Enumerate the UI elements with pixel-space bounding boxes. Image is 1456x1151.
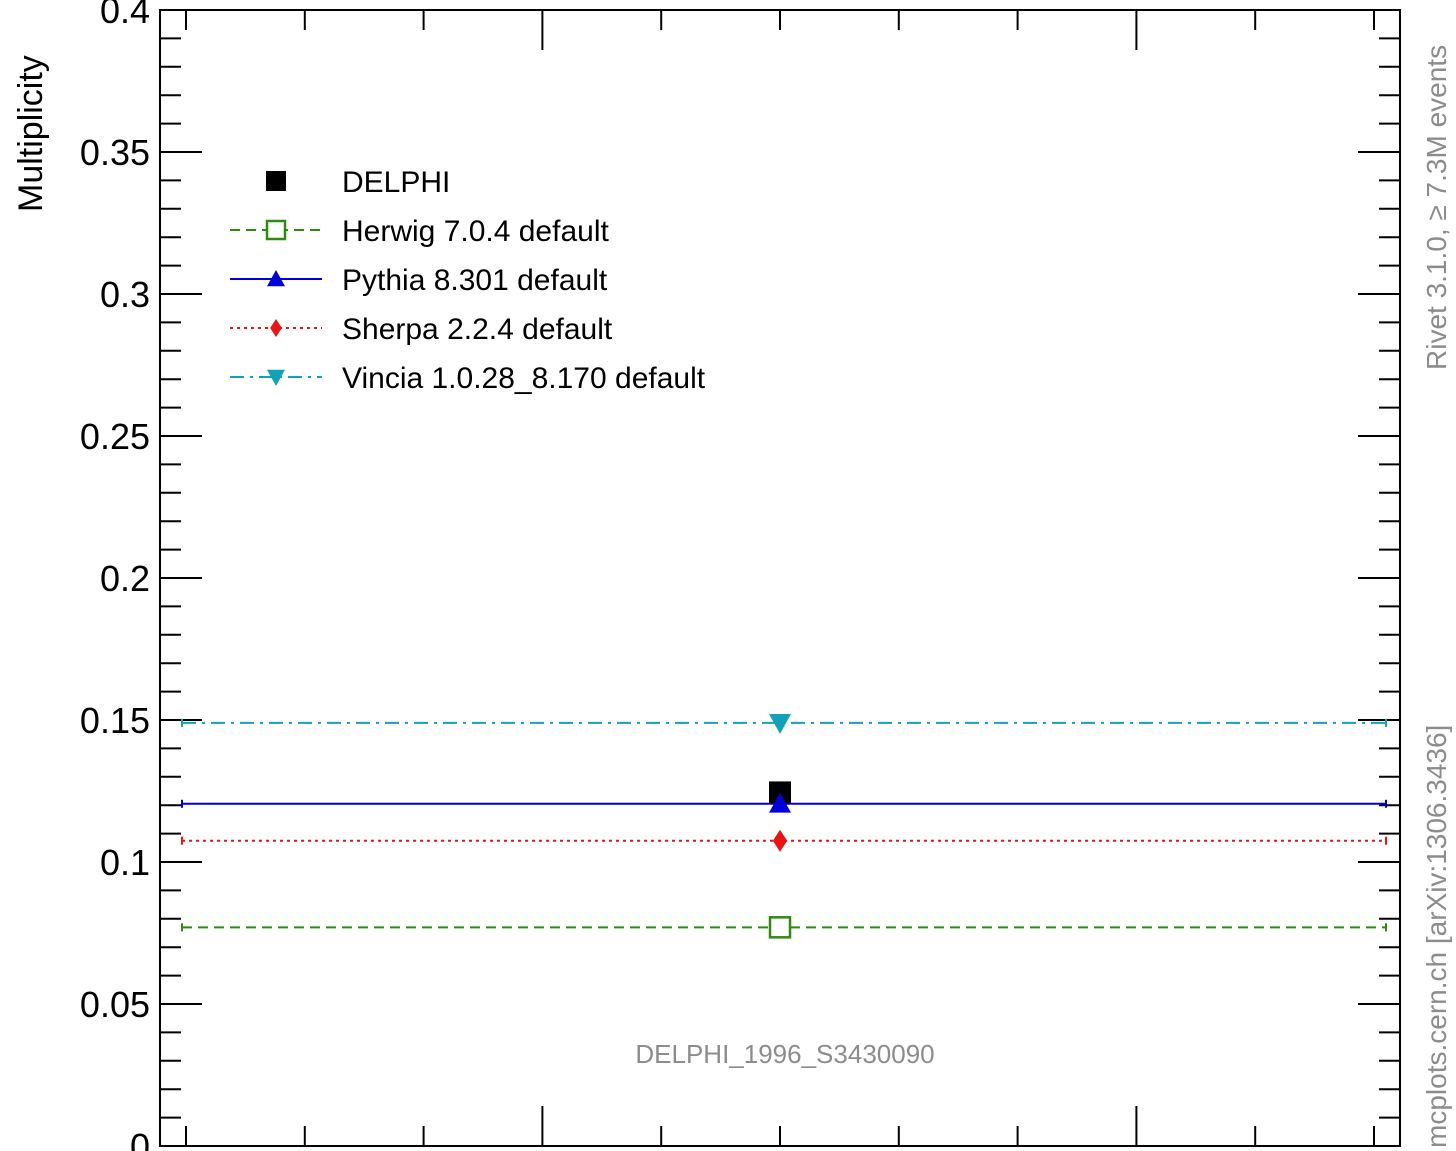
legend-label: DELPHI bbox=[342, 166, 450, 199]
y-tick-label: 0.25 bbox=[80, 416, 150, 457]
y-tick-label: 0.3 bbox=[100, 274, 150, 315]
y-tick-label: 0 bbox=[130, 1126, 150, 1151]
data-point bbox=[769, 781, 791, 804]
data-point bbox=[768, 916, 792, 939]
axis-ticks bbox=[160, 9, 1400, 1147]
side-label-mcplots: mcplots.cern.ch [arXiv:1306.3436] bbox=[1421, 725, 1452, 1148]
data-point bbox=[769, 714, 791, 734]
y-tick-labels: 0 0.05 0.1 0.15 0.2 0.25 0.3 0.35 0.4 bbox=[80, 0, 150, 1151]
y-tick-label: 0.15 bbox=[80, 700, 150, 741]
legend-marker bbox=[267, 270, 285, 287]
legend-marker bbox=[265, 219, 287, 241]
legend-marker bbox=[267, 369, 285, 386]
legend-marker bbox=[266, 171, 286, 191]
series-lines bbox=[181, 718, 1387, 932]
y-tick-label: 0.4 bbox=[100, 0, 150, 31]
y-axis-label: Multiplicity bbox=[12, 55, 50, 212]
side-label-rivet: Rivet 3.1.0, ≥ 7.3M events bbox=[1421, 45, 1452, 370]
legend-marker bbox=[270, 319, 282, 337]
legend: DELPHI Herwig 7.0.4 default Pythia 8.301 d… bbox=[230, 166, 706, 395]
legend-label: Herwig 7.0.4 default bbox=[342, 215, 609, 248]
y-tick-label: 0.35 bbox=[80, 132, 150, 173]
y-tick-label: 0.2 bbox=[100, 558, 150, 599]
legend-label: Vincia 1.0.28_8.170 default bbox=[342, 362, 706, 395]
series-markers bbox=[768, 714, 792, 939]
legend-label: Sherpa 2.2.4 default bbox=[342, 313, 613, 346]
y-tick-label: 0.1 bbox=[100, 842, 150, 883]
data-point bbox=[769, 792, 791, 813]
legend-label: Pythia 8.301 default bbox=[342, 264, 608, 297]
y-tick-label: 0.05 bbox=[80, 984, 150, 1025]
data-point bbox=[772, 829, 788, 852]
analysis-label: DELPHI_1996_S3430090 bbox=[635, 1039, 934, 1069]
